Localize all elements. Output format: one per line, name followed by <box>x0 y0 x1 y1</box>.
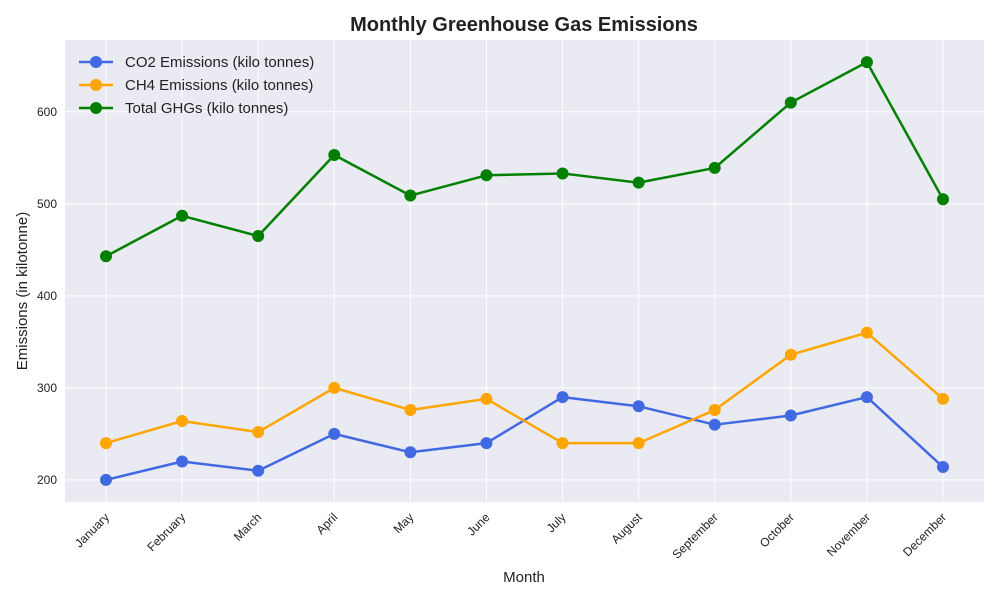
series-line <box>105 60 945 258</box>
data-point <box>480 437 493 450</box>
data-point <box>632 437 645 450</box>
series-3 <box>100 56 949 263</box>
legend-marker <box>90 102 102 114</box>
data-point <box>176 415 189 428</box>
legend-label: CO2 Emissions (kilo tonnes) <box>125 54 314 71</box>
data-point <box>937 392 949 405</box>
series-line <box>105 331 944 445</box>
y-tick-label: 300 <box>37 381 57 395</box>
data-point <box>632 400 645 413</box>
y-tick-label: 600 <box>37 105 57 119</box>
data-point <box>556 437 569 450</box>
legend-label: CH4 Emissions (kilo tonnes) <box>125 77 313 94</box>
legend: CO2 Emissions (kilo tonnes) CH4 Emissions… <box>79 54 314 117</box>
data-point <box>480 392 493 405</box>
data-point <box>404 403 417 416</box>
data-point <box>176 209 189 222</box>
legend-marker <box>90 79 102 91</box>
series-layer <box>100 56 949 486</box>
y-axis-label: Emissions (in kilotonne) <box>14 212 31 370</box>
data-point <box>252 464 265 477</box>
data-point <box>556 167 569 180</box>
data-point <box>100 250 112 263</box>
data-point <box>328 427 341 440</box>
data-point <box>937 461 949 474</box>
y-tick-label: 200 <box>37 473 57 487</box>
x-axis-label: Month <box>503 569 545 586</box>
data-point <box>784 96 797 109</box>
data-point <box>784 409 797 422</box>
data-point <box>100 437 112 450</box>
data-point <box>404 446 417 459</box>
data-point <box>632 176 645 189</box>
data-point <box>252 426 265 439</box>
y-tick-label: 400 <box>37 289 57 303</box>
data-point <box>708 161 721 174</box>
legend-marker <box>90 56 102 68</box>
data-point <box>556 391 569 404</box>
legend-label: Total GHGs (kilo tonnes) <box>125 100 288 117</box>
data-point <box>328 381 341 394</box>
data-point <box>860 391 873 404</box>
data-point <box>480 169 493 182</box>
data-point <box>708 418 721 431</box>
data-point <box>860 56 873 69</box>
data-point <box>100 473 112 486</box>
data-point <box>176 455 189 468</box>
y-tick-label: 500 <box>37 197 57 211</box>
series-2 <box>100 326 949 450</box>
data-point <box>937 193 949 206</box>
data-point <box>404 189 417 202</box>
data-point <box>252 230 265 243</box>
data-point <box>860 326 873 339</box>
y-tick-labels: 200 300 400 500 600 <box>37 105 57 487</box>
chart-title: Monthly Greenhouse Gas Emissions <box>350 14 698 36</box>
data-point <box>784 348 797 361</box>
data-point <box>708 403 721 416</box>
data-point <box>328 149 341 162</box>
